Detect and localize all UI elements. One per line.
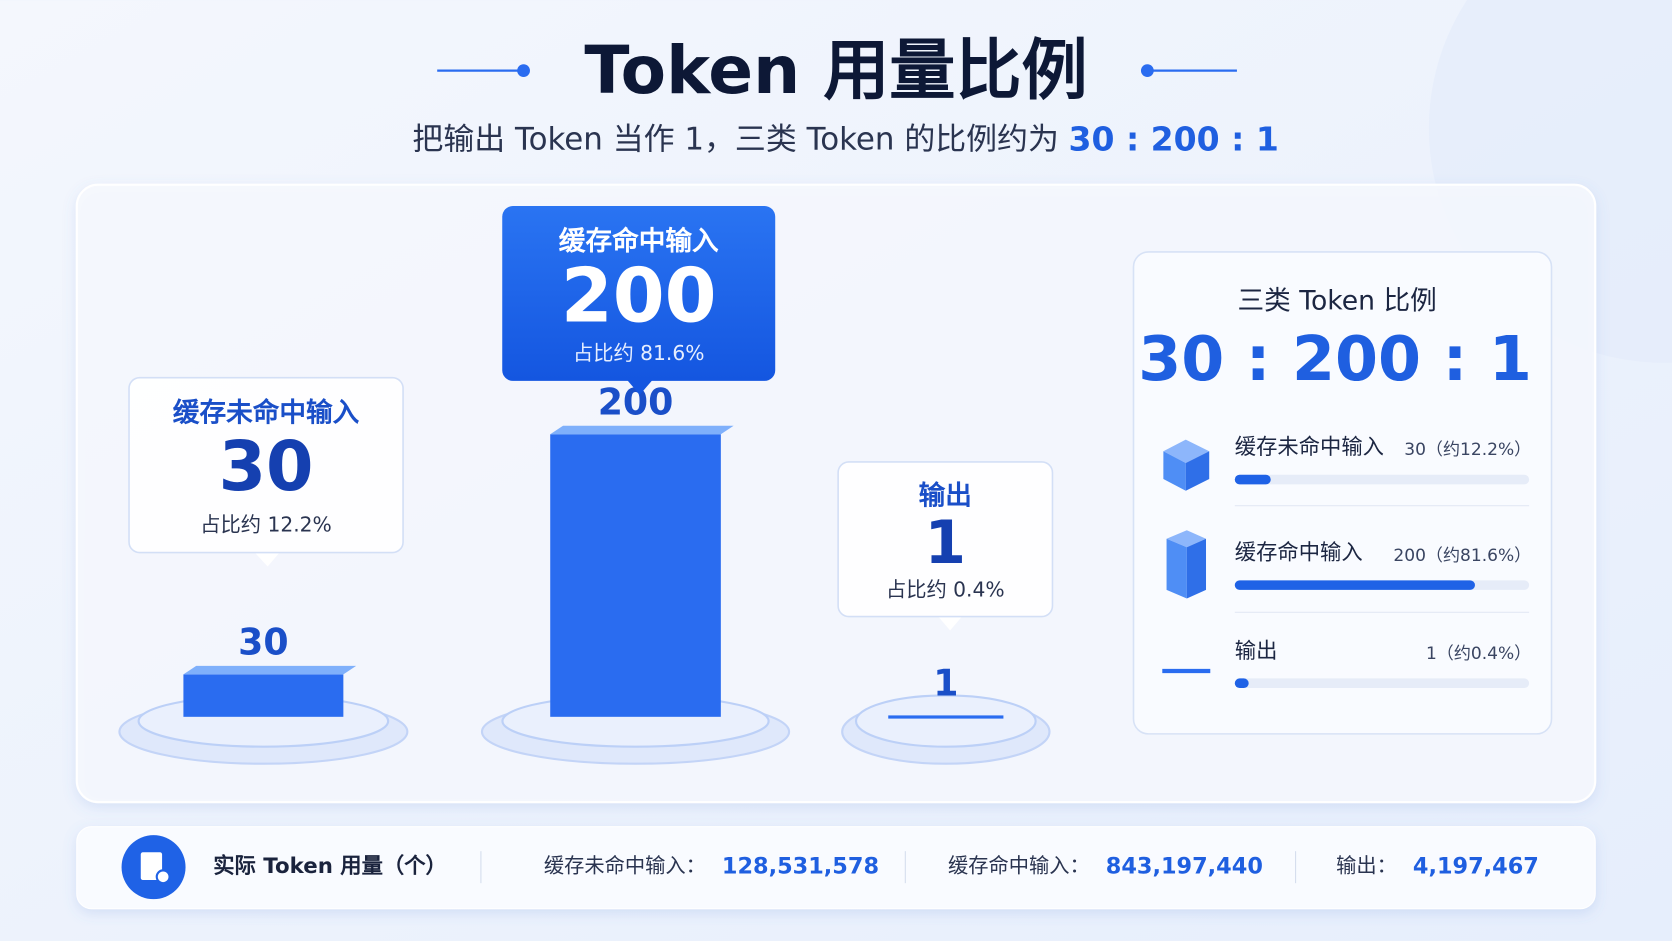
bar bbox=[183, 674, 344, 717]
row-name: 缓存命中输入 bbox=[1235, 541, 1363, 566]
callout-value: 200 bbox=[561, 252, 717, 339]
footer-name: 输出： bbox=[1336, 854, 1397, 878]
footer-card bbox=[76, 826, 1596, 910]
title: Token 用量比例 bbox=[584, 32, 1087, 109]
row-label: 200（约81.6%） bbox=[1393, 546, 1531, 566]
footer-name: 缓存未命中输入： bbox=[544, 854, 706, 878]
panel-ratio: 30 : 200 : 1 bbox=[1138, 323, 1532, 395]
subtitle-ratio: 30 : 200 : 1 bbox=[1068, 120, 1278, 159]
callout-name: 输出 bbox=[919, 481, 972, 512]
bar bbox=[550, 434, 721, 717]
bar-top bbox=[550, 425, 734, 435]
callout-share: 占比约 0.4% bbox=[886, 577, 1005, 601]
callout-share: 占比约 12.2% bbox=[200, 512, 332, 536]
row-label: 1（约0.4%） bbox=[1426, 644, 1531, 664]
callout-pointer bbox=[937, 615, 963, 631]
cube-icon bbox=[1163, 439, 1210, 491]
callout bbox=[837, 461, 1054, 618]
progress-track bbox=[1234, 474, 1530, 485]
progress-bar bbox=[1234, 580, 1475, 590]
callout bbox=[128, 376, 404, 554]
callout-name: 缓存未命中输入 bbox=[173, 397, 360, 428]
callout-share: 占比约 81.6% bbox=[573, 341, 705, 365]
callout bbox=[502, 206, 776, 381]
footer-value: 128,531,578 bbox=[722, 854, 879, 880]
bar-label: 30 bbox=[238, 621, 288, 664]
ratio-panel bbox=[1132, 251, 1553, 735]
row-label: 30（约12.2%） bbox=[1404, 440, 1531, 460]
cube-icon bbox=[1166, 530, 1207, 599]
progress-bar bbox=[1234, 474, 1271, 485]
bar-label: 1 bbox=[933, 662, 958, 705]
footer-value: 843,197,440 bbox=[1106, 854, 1263, 880]
callout-name: 缓存命中输入 bbox=[559, 226, 719, 257]
footer-title: 实际 Token 用量（个） bbox=[213, 853, 447, 879]
decor-dot bbox=[1140, 64, 1154, 78]
footer-name: 缓存命中输入： bbox=[948, 854, 1090, 878]
progress-bar bbox=[1234, 678, 1249, 689]
decor-dot bbox=[517, 64, 530, 78]
bar bbox=[888, 715, 1004, 719]
callout-value: 1 bbox=[925, 509, 967, 578]
bar-top bbox=[183, 665, 357, 675]
progress-track bbox=[1234, 678, 1530, 689]
platform bbox=[854, 694, 1037, 748]
callout-value: 30 bbox=[219, 428, 314, 507]
panel-title: 三类 Token 比例 bbox=[1238, 286, 1437, 317]
row-name: 缓存未命中输入 bbox=[1235, 435, 1384, 460]
callout-pointer bbox=[627, 379, 653, 395]
row-name: 输出 bbox=[1235, 639, 1278, 664]
callout-pointer bbox=[253, 551, 281, 567]
footer-value: 4,197,467 bbox=[1413, 854, 1539, 880]
subtitle: 把输出 Token 当作 1，三类 Token 的比例约为 bbox=[412, 122, 1058, 158]
doc-icon bbox=[155, 869, 171, 885]
